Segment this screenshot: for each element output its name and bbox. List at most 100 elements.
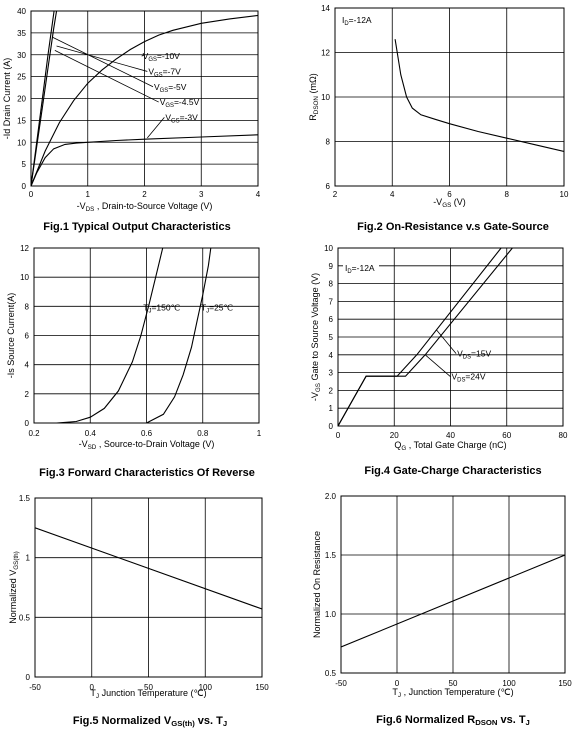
- fig4-series-1-line: [338, 248, 513, 426]
- fig4-chart: 0 20 40 60 80 0 1 2 3 4 5 6 7 8 9 10 QG , Total Gate Cha…: [310, 244, 568, 477]
- fig1-series-1-line: [31, 11, 58, 186]
- fig4-ytick-label: 6: [329, 315, 334, 324]
- fig4-x-axis-label: QG , Total Gate Charge (nC): [394, 440, 506, 452]
- fig3-ytick-label: 2: [25, 390, 30, 399]
- fig6-ytick-label: 0.5: [325, 669, 337, 678]
- fig6-xtick-label: 150: [558, 679, 572, 688]
- fig4-ytick-label: 2: [329, 386, 334, 395]
- fig1-annotation-label: VGS=-5V: [154, 82, 187, 94]
- fig1-y-axis-label: -Id Drain Current (A): [2, 58, 12, 140]
- fig4-annotation-leader-0: [436, 329, 457, 354]
- fig4-ytick-label: 7: [329, 297, 334, 306]
- fig4-ytick-label: 8: [329, 280, 334, 289]
- fig5-xtick-label: 0: [90, 683, 95, 692]
- fig3-ytick-label: 6: [25, 332, 30, 341]
- fig2-xtick-label: 10: [560, 190, 569, 199]
- fig5-series-0-line: [35, 527, 262, 610]
- fig1-annotation-leader-0: [141, 54, 145, 57]
- fig2-chart: 2 4 6 8 10 6 8 10 12 14 -VGS (V) RDSON (mΩ) ID=-12A F…: [308, 4, 569, 233]
- fig1-annotation-label: VGS=-4.5V: [160, 97, 200, 109]
- fig1-ytick-label: 30: [17, 51, 26, 60]
- fig3-caption: Fig.3 Forward Characteristics Of Reverse: [39, 467, 255, 479]
- fig2-plot-frame: [334, 7, 565, 187]
- fig2-ytick-label: 8: [326, 138, 331, 147]
- fig2-ytick-label: 10: [321, 93, 330, 102]
- fig4-annotation-leader-1: [424, 354, 451, 378]
- fig4-ytick-label: 5: [329, 333, 334, 342]
- fig6-xtick-label: 0: [395, 679, 400, 688]
- fig3-ytick-label: 0: [25, 419, 30, 428]
- fig5-y-axis-label: Normalized VGS(th): [8, 551, 20, 624]
- fig6-ytick-label: 1.5: [325, 551, 337, 560]
- fig6-series-0-line: [341, 554, 565, 648]
- fig3-xtick-label: 0.4: [85, 429, 97, 438]
- fig6-ytick-label: 1.0: [325, 610, 337, 619]
- fig4-xtick-label: 20: [390, 431, 399, 440]
- fig1-caption: Fig.1 Typical Output Characteristics: [43, 221, 230, 233]
- fig6-y-axis-label: Normalized On Resistance: [312, 531, 322, 638]
- fig2-xtick-label: 2: [333, 190, 338, 199]
- fig6-x-axis-label: TJ , Junction Temperature (℃): [392, 687, 513, 699]
- fig5-ytick-label: 0: [26, 673, 31, 682]
- fig4-xtick-label: 80: [559, 431, 568, 440]
- fig1-annotation-leader-3: [54, 50, 159, 103]
- fig3-x-axis-label: -VSD , Source-to-Drain Voltage (V): [79, 439, 215, 451]
- fig1-xtick-label: 0: [29, 190, 34, 199]
- fig1-ytick-label: 15: [17, 116, 26, 125]
- fig1-ytick-label: 0: [22, 182, 27, 191]
- fig3-ytick-label: 12: [20, 244, 29, 253]
- fig4-xtick-label: 0: [336, 431, 341, 440]
- fig6-ytick-label: 2.0: [325, 492, 337, 501]
- fig2-ytick-label: 12: [321, 49, 330, 58]
- fig2-condition-bg: [340, 14, 376, 26]
- fig5-xtick-label: 150: [255, 683, 269, 692]
- fig3-xtick-label: 0.2: [28, 429, 40, 438]
- fig4-ytick-label: 3: [329, 369, 334, 378]
- fig1-ytick-label: 10: [17, 138, 26, 147]
- fig4-y-axis-label: -VGS Gate to Source Voltage (V): [310, 273, 322, 401]
- fig1-ytick-label: 35: [17, 29, 26, 38]
- fig5-plot-frame: [34, 497, 263, 678]
- fig2-condition-label: ID=-12A: [342, 15, 372, 27]
- fig1-ytick-label: 5: [22, 160, 27, 169]
- fig1-xtick-label: 3: [199, 190, 204, 199]
- fig1-annotation-label: VGS=-3V: [165, 112, 198, 124]
- fig4-xtick-label: 40: [446, 431, 455, 440]
- fig4-ytick-label: 10: [324, 244, 333, 253]
- fig4-ytick-label: 1: [329, 404, 334, 413]
- fig2-y-axis-label: RDSON (mΩ): [308, 73, 320, 120]
- fig4-condition-bg: [343, 262, 379, 274]
- fig3-ytick-label: 4: [25, 361, 30, 370]
- fig5-caption: Fig.5 Normalized VGS(th) vs. TJ: [73, 715, 227, 728]
- fig5-xtick-label: 100: [199, 683, 213, 692]
- fig4-annotation-label: VDS=24V: [452, 372, 486, 384]
- fig5-ytick-label: 1.5: [19, 494, 31, 503]
- fig6-xtick-label: 50: [449, 679, 458, 688]
- fig1-annotation-leader-2: [52, 36, 154, 88]
- fig2-xtick-label: 4: [390, 190, 395, 199]
- fig5-x-axis-label: TJ Junction Temperature (℃): [90, 688, 206, 700]
- fig5-xtick-label: 50: [144, 683, 153, 692]
- fig3-ytick-label: 8: [25, 302, 30, 311]
- fig4-ytick-label: 0: [329, 422, 334, 431]
- fig4-ytick-label: 9: [329, 262, 334, 271]
- fig2-ytick-label: 6: [326, 182, 331, 191]
- fig4-annotation-label: VDS=15V: [457, 349, 491, 361]
- fig3-xtick-label: 0.6: [141, 429, 153, 438]
- fig2-xtick-label: 6: [447, 190, 452, 199]
- fig1-x-axis-label: -VDS , Drain-to-Source Voltage (V): [77, 201, 213, 213]
- fig3-xtick-label: 0.8: [197, 429, 209, 438]
- fig2-x-axis-label: -VGS (V): [433, 197, 466, 209]
- fig5-ytick-label: 0.5: [19, 613, 31, 622]
- fig3-annotation-label: TJ=150℃: [143, 303, 180, 315]
- fig1-annotation-leader-4: [147, 117, 165, 139]
- fig1-xtick-label: 4: [256, 190, 261, 199]
- fig6-xtick-label: -50: [335, 679, 347, 688]
- fig4-plot-frame: [337, 247, 564, 427]
- fig1-xtick-label: 1: [86, 190, 91, 199]
- fig6-chart: -50 0 50 100 150 0.5 1.0 1.5 2.0 TJ , Junction Te…: [312, 492, 572, 727]
